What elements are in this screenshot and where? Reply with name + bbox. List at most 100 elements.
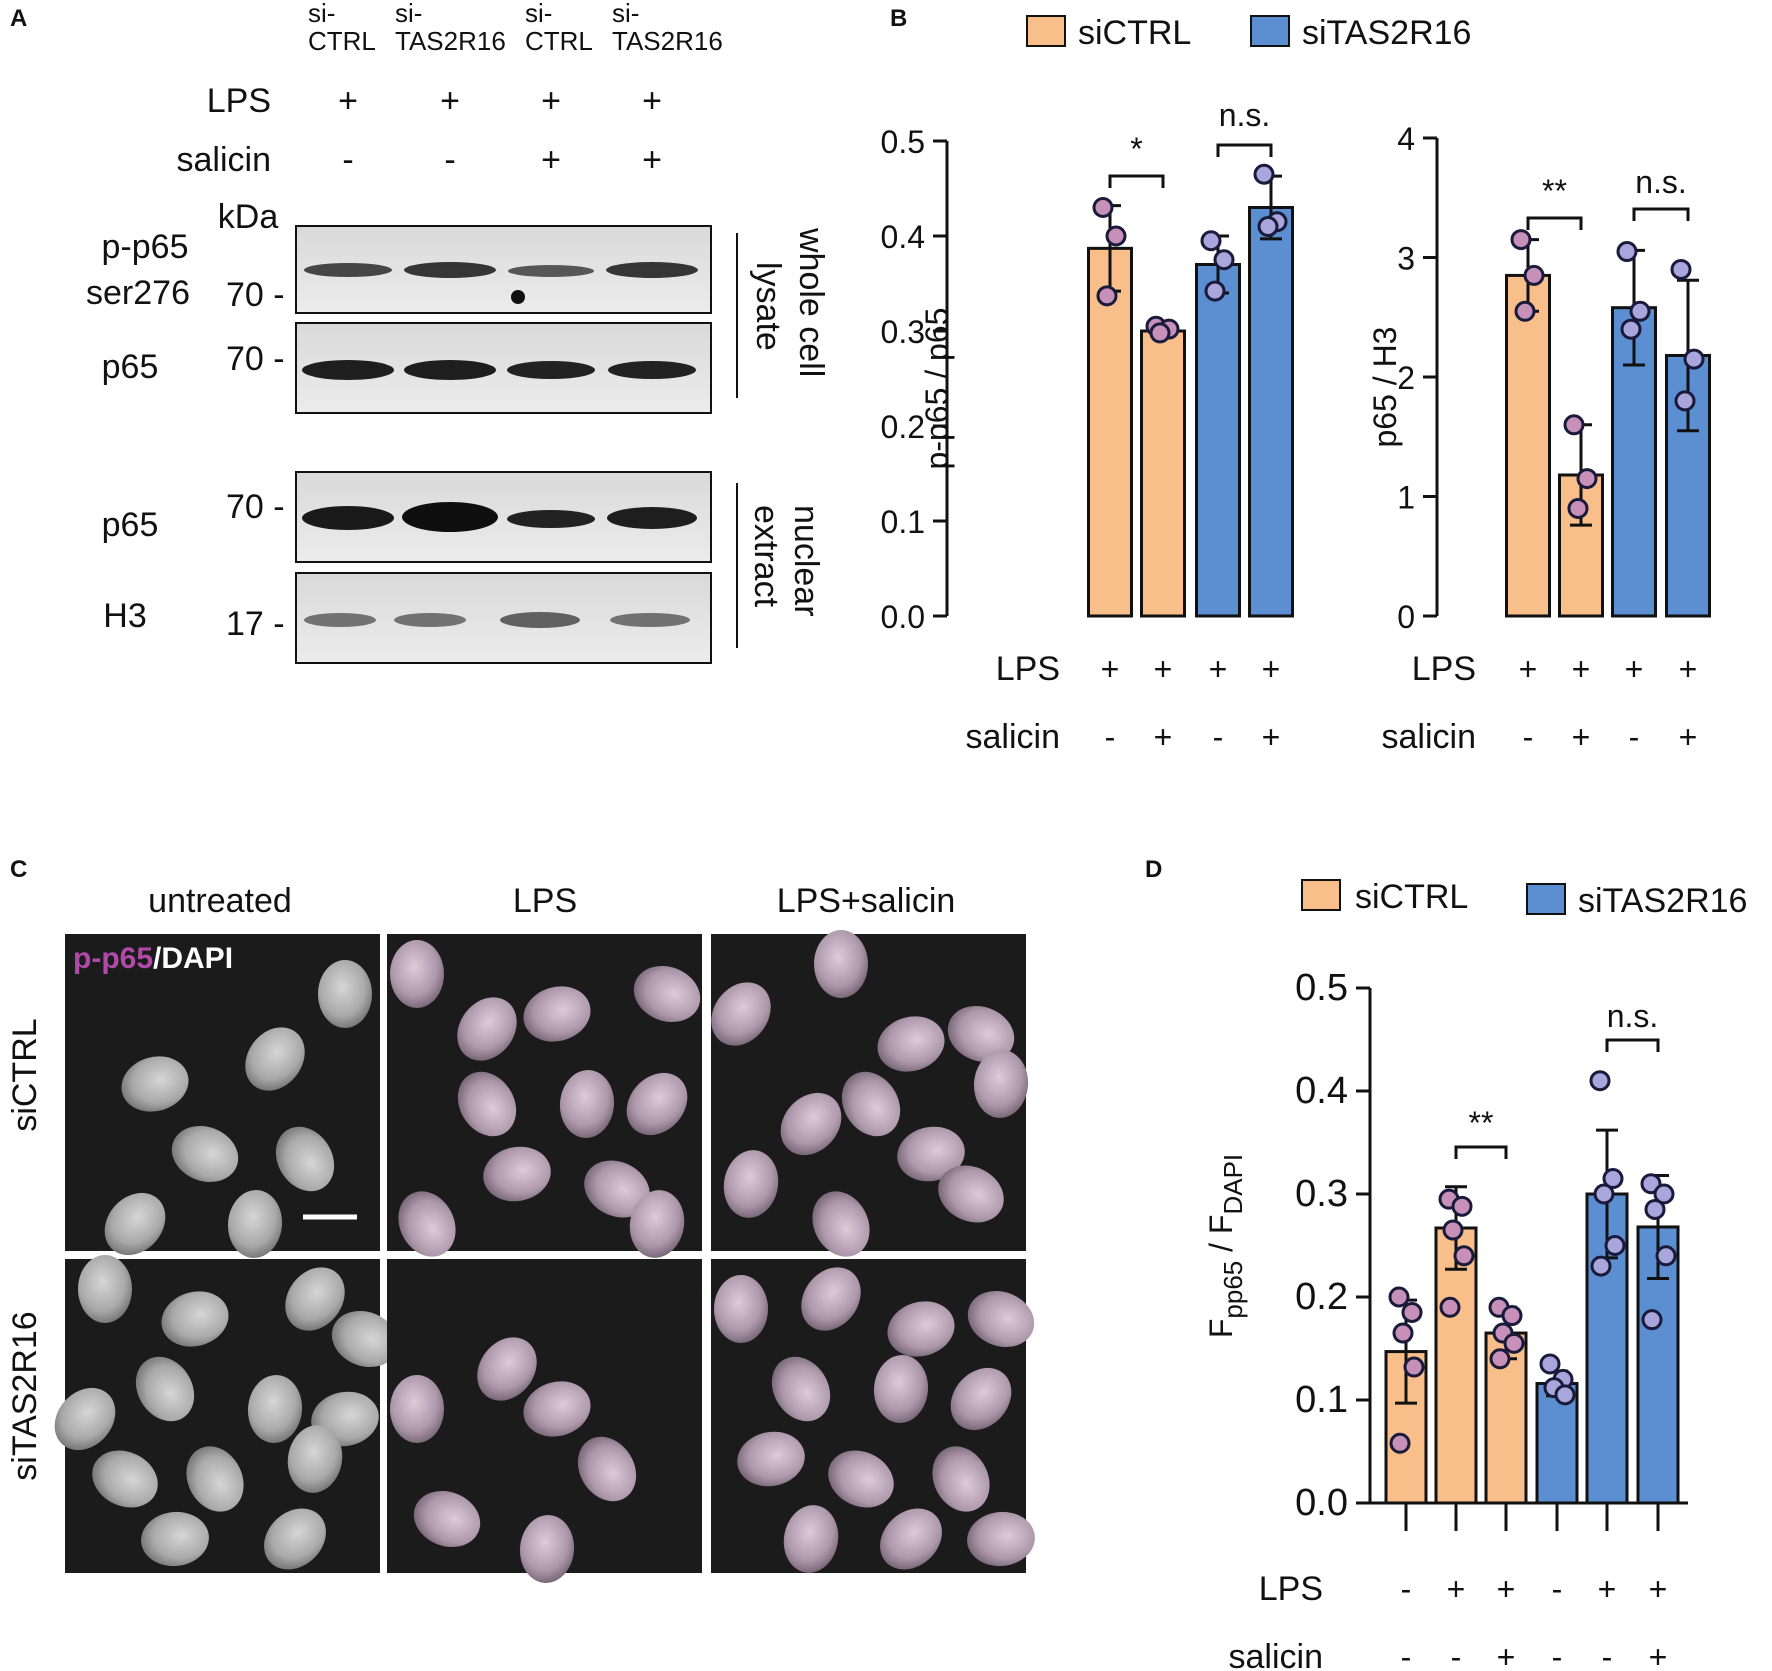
nucleus	[161, 1291, 229, 1347]
significance-bracket	[1605, 1038, 1660, 1052]
legend-swatch-sictrl	[1301, 879, 1341, 911]
lane-3-header-line2: CTRL	[525, 26, 593, 56]
y-tick-label: 0.3	[881, 314, 925, 350]
legend-swatch-sictrl	[1026, 15, 1066, 47]
data-point	[1590, 1255, 1612, 1277]
x-row-sign: +	[1649, 1639, 1668, 1671]
nucleus	[626, 1072, 688, 1136]
data-point	[1489, 1348, 1511, 1370]
x-row-sign: +	[1572, 651, 1591, 687]
legend-b: siCTRL siTAS2R16	[1026, 14, 1471, 52]
chart-b-right: 0 1 2 3 4 p65 / H3 ** n.s. LPS + + + + salicin - + - +	[1367, 121, 1711, 756]
nucleus	[92, 1450, 158, 1508]
data-point	[1593, 1183, 1615, 1205]
x-row-label: LPS	[1412, 650, 1476, 688]
x-row-label: salicin	[1382, 718, 1476, 756]
x-row-label: salicin	[1229, 1638, 1323, 1671]
data-point	[1403, 1356, 1425, 1378]
nucleus	[932, 1446, 990, 1512]
nucleus	[714, 1275, 768, 1343]
x-row-sign: -	[1213, 719, 1224, 755]
data-point	[1096, 285, 1118, 307]
data-point	[1602, 1168, 1624, 1190]
nucleus	[887, 1301, 955, 1357]
x-row-sign: +	[1101, 651, 1120, 687]
nucleus	[264, 1508, 326, 1570]
nucleus	[947, 1006, 1015, 1062]
significance-bracket	[1526, 216, 1583, 230]
blot-3-marker: 70 -	[226, 488, 285, 526]
data-point	[1644, 1198, 1666, 1220]
data-point	[1655, 1245, 1677, 1267]
nucleus	[967, 1291, 1035, 1347]
blot-1-bands	[304, 262, 698, 304]
y-tick-label: 0.4	[1295, 1070, 1348, 1112]
micro-column-lps: LPS	[513, 882, 577, 920]
nucleus	[104, 1192, 166, 1256]
x-row-label: salicin	[966, 718, 1060, 756]
x-row-sign: -	[1552, 1639, 1563, 1671]
nucleus	[247, 1375, 303, 1443]
x-row-sign: +	[1447, 1571, 1466, 1607]
svg-text:extract: extract	[747, 505, 785, 608]
blot-4-bands	[304, 612, 690, 628]
stain-label-pp65: p-p65	[73, 942, 153, 975]
nucleus	[519, 1515, 575, 1583]
significance-label: n.s.	[1219, 97, 1271, 133]
data-point	[1576, 468, 1598, 490]
nucleus	[880, 1508, 942, 1570]
nucleus	[723, 1150, 779, 1218]
treatment-lps-label: LPS	[207, 82, 271, 120]
nucleus	[711, 982, 771, 1046]
bar	[1505, 273, 1551, 618]
data-point	[1439, 1296, 1461, 1318]
panel-b: B siCTRL siTAS2R16 0.0 0.1 0.2 0.3 0.4 0.5 p-p…	[881, 5, 1711, 756]
panel-label-d: D	[1145, 856, 1162, 883]
lane-2-header-line1: si-	[395, 0, 422, 28]
x-row-sign: +	[1154, 651, 1173, 687]
data-point	[1149, 322, 1171, 344]
blot-4-marker: 17 -	[226, 605, 285, 643]
y-tick-label: 0.0	[1295, 1482, 1348, 1524]
y-axis-label: p-p65 / p65	[919, 308, 955, 470]
nucleus	[873, 1355, 929, 1423]
y-axis-label-sub: pp65	[1218, 1261, 1248, 1319]
treatment-salicin-sign: -	[342, 141, 353, 179]
nucleus	[523, 986, 591, 1042]
panel-d: D siCTRL siTAS2R16 0.0 0.1 0.2 0.3 0.4 0.5 Fpp…	[1145, 856, 1747, 1671]
y-tick-label: 1	[1397, 480, 1415, 516]
data-point	[1616, 241, 1638, 263]
nucleus	[275, 1126, 335, 1192]
data-point	[1554, 1384, 1576, 1406]
lane-3-header-line1: si-	[525, 0, 552, 28]
y-axis-label-slash: / F	[1203, 1215, 1239, 1261]
x-row-sign: +	[1598, 1571, 1617, 1607]
data-point	[1451, 1195, 1473, 1217]
svg-text:whole cell: whole cell	[792, 227, 830, 377]
x-row-sign: +	[1262, 651, 1281, 687]
data-point	[1388, 1286, 1410, 1308]
nucleus	[780, 1092, 842, 1156]
nucleus	[287, 1425, 343, 1493]
nucleus	[457, 1071, 517, 1137]
panel-a: A si- CTRL si- TAS2R16 si- CTRL si- TAS2…	[10, 0, 830, 664]
stain-label-dapi: /DAPI	[153, 942, 233, 975]
y-tick-label: 4	[1397, 121, 1415, 157]
blot-4-label: H3	[103, 597, 146, 635]
blot-3-bands	[302, 502, 697, 532]
nucleus	[171, 1126, 239, 1182]
data-point	[1453, 1245, 1475, 1267]
nucleus	[559, 1070, 615, 1138]
treatment-lps-sign: +	[440, 82, 460, 120]
nucleus	[629, 1190, 685, 1258]
chart-b-left: 0.0 0.1 0.2 0.3 0.4 0.5 p-p65 / p65 * n.s. LPS + + +…	[881, 97, 1294, 756]
legend-label-sitas2r16: siTAS2R16	[1302, 14, 1471, 52]
significance-label: n.s.	[1635, 164, 1687, 200]
treatment-lps-sign: +	[338, 82, 358, 120]
nucleus	[523, 1381, 591, 1437]
y-tick-label: 0.2	[881, 409, 925, 445]
data-point	[1253, 163, 1275, 185]
nucleus	[477, 1337, 537, 1401]
x-row-label: LPS	[996, 650, 1060, 688]
